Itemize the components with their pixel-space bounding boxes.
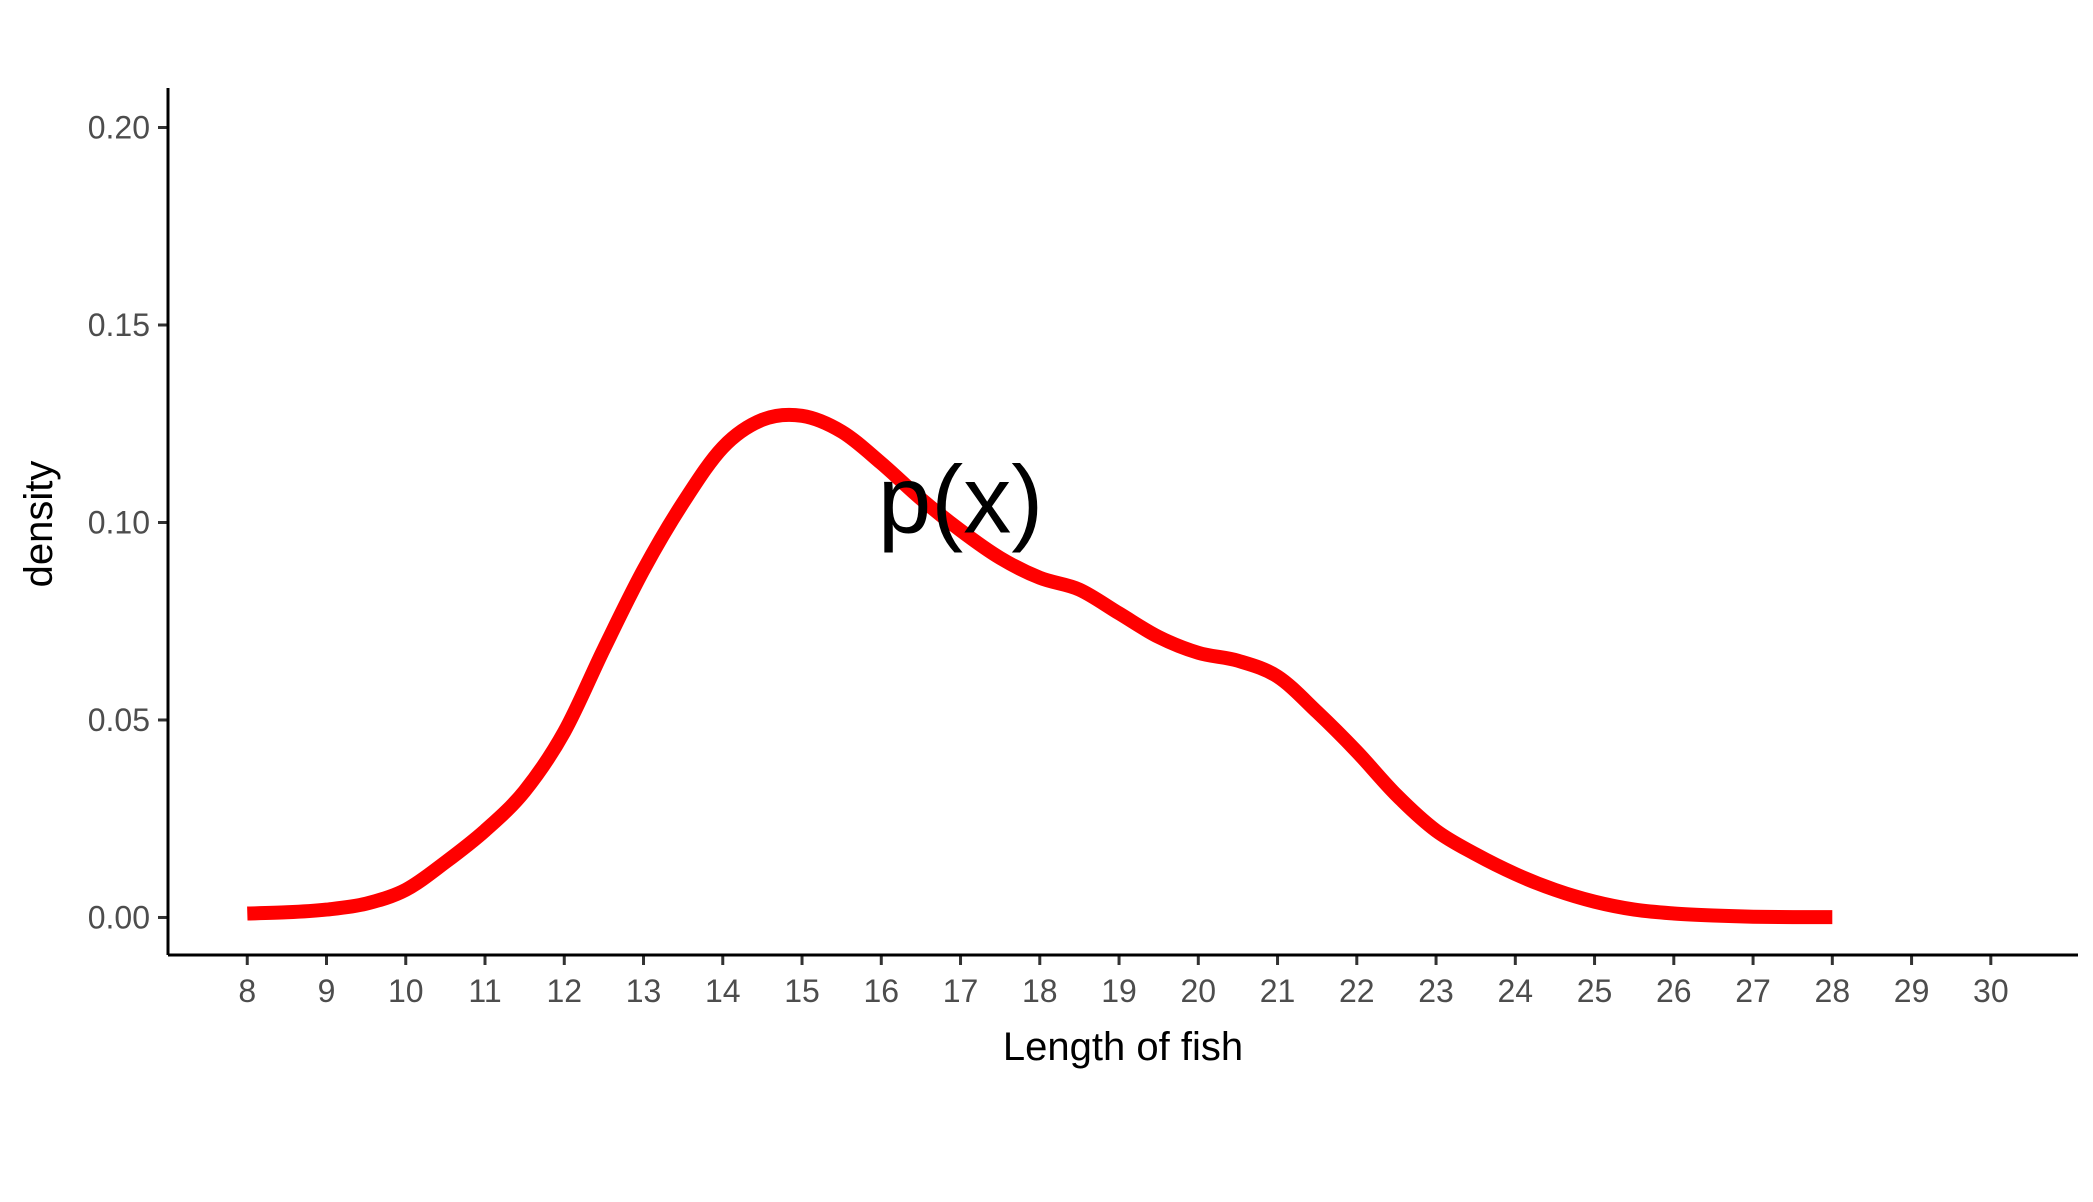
x-tick-label: 22: [1339, 973, 1375, 1009]
x-tick-label: 30: [1973, 973, 2009, 1009]
y-tick-label: 0.15: [88, 307, 150, 343]
px-annotation: p(x): [878, 447, 1043, 554]
y-axis-ticks: 0.00 0.05 0.10 0.15 0.20: [88, 109, 168, 935]
x-tick-label: 27: [1735, 973, 1771, 1009]
x-tick-label: 19: [1101, 973, 1137, 1009]
x-axis-title: Length of fish: [1003, 1025, 1243, 1069]
x-tick-label: 16: [863, 973, 899, 1009]
x-tick-label: 11: [468, 973, 501, 1009]
density-curve: [247, 407, 1833, 925]
x-tick-label: 28: [1815, 973, 1851, 1009]
y-tick-label: 0.00: [88, 899, 150, 935]
x-tick-label: 14: [705, 973, 741, 1009]
y-axis-title: density: [17, 461, 61, 588]
x-tick-label: 24: [1498, 973, 1534, 1009]
y-tick-label: 0.20: [88, 109, 150, 145]
x-tick-label: 26: [1656, 973, 1692, 1009]
x-axis-ticks: 8 9 10 11 12 13 14 15 16 17 18 19 20 21 22 23 24 25 26 27 28…: [238, 955, 2009, 1009]
x-tick-label: 12: [546, 973, 582, 1009]
y-tick-label: 0.10: [88, 504, 150, 540]
x-tick-label: 13: [626, 973, 662, 1009]
x-tick-label: 9: [318, 973, 336, 1009]
x-tick-label: 10: [388, 973, 424, 1009]
x-tick-label: 8: [238, 973, 256, 1009]
x-tick-label: 23: [1418, 973, 1454, 1009]
x-tick-label: 21: [1260, 973, 1296, 1009]
x-tick-label: 29: [1894, 973, 1930, 1009]
x-tick-label: 20: [1180, 973, 1216, 1009]
x-tick-label: 25: [1577, 973, 1613, 1009]
x-tick-label: 17: [943, 973, 979, 1009]
x-tick-label: 18: [1022, 973, 1058, 1009]
x-tick-label: 15: [784, 973, 820, 1009]
y-tick-label: 0.05: [88, 702, 150, 738]
